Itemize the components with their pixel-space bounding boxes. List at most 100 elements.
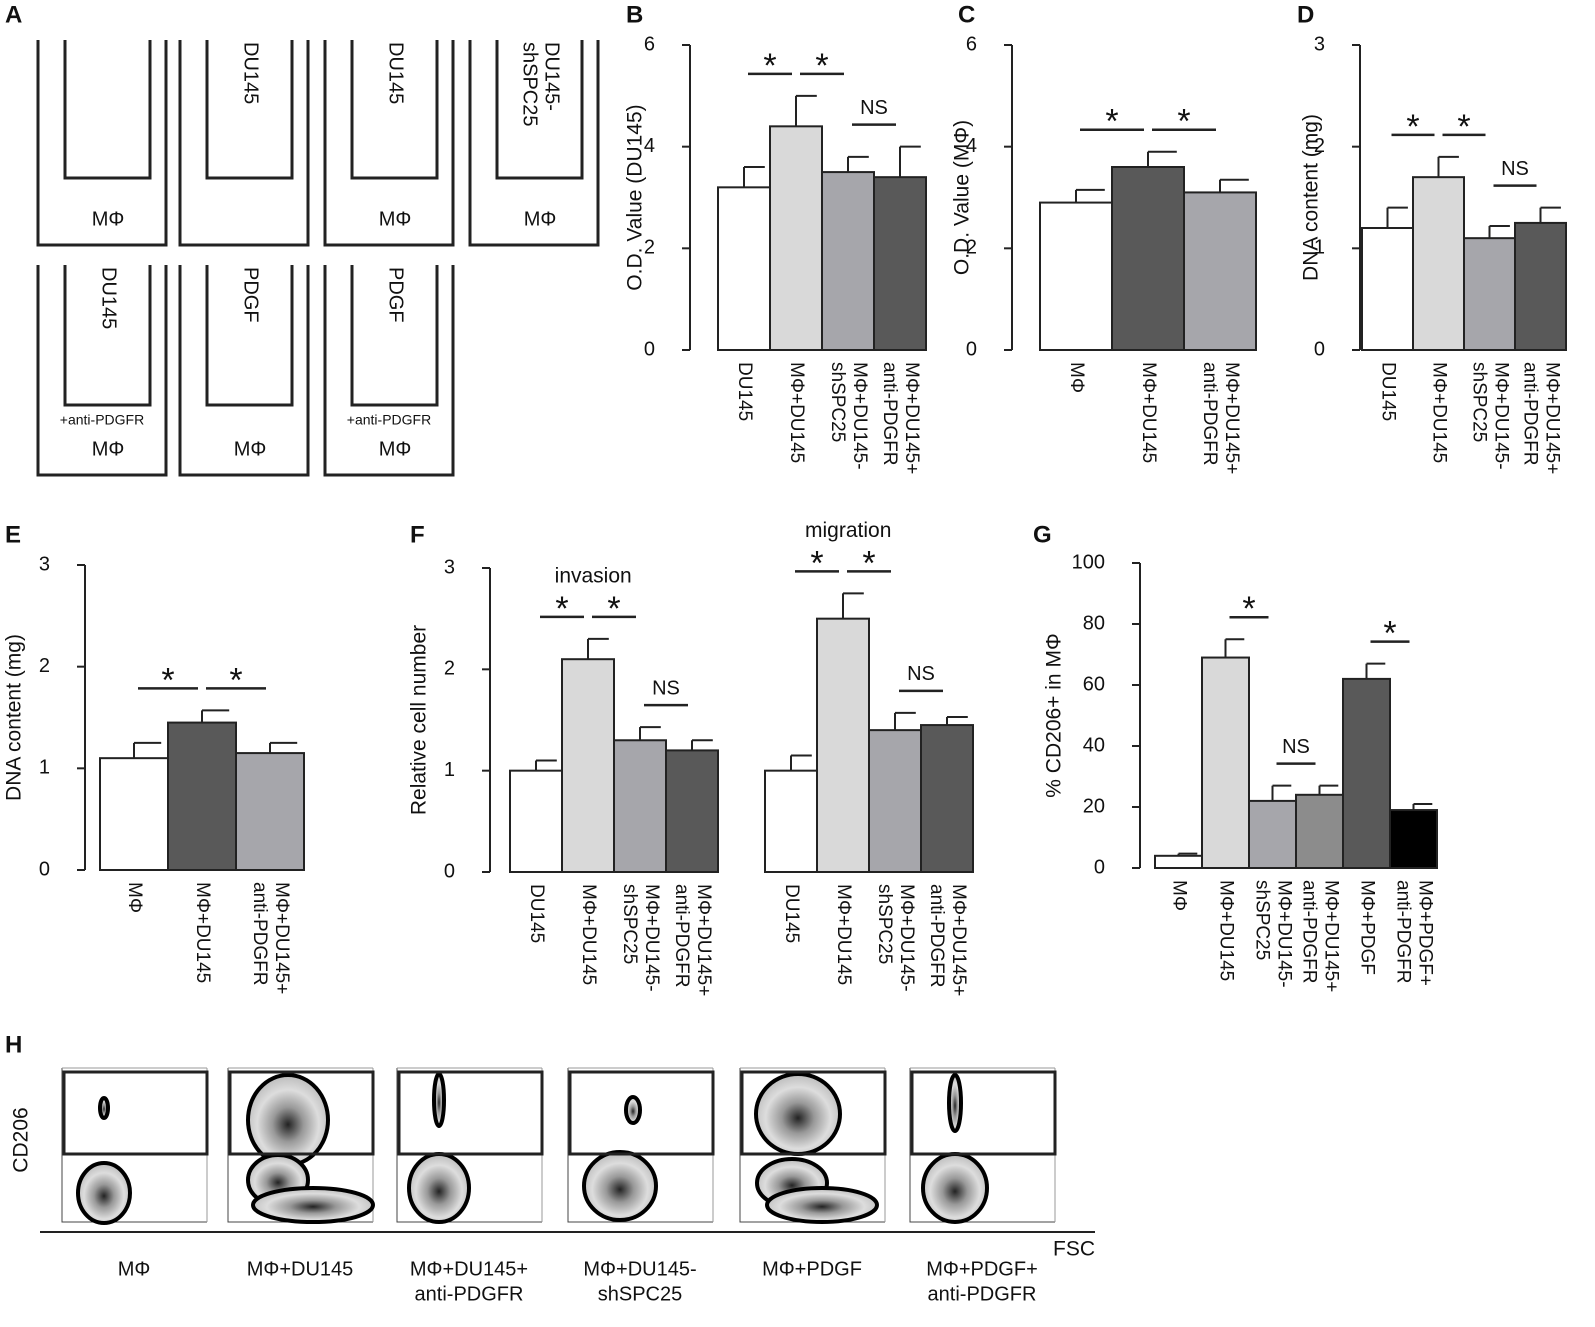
bar [235,752,305,871]
well-insert [63,265,152,407]
y-tick-label: 60 [1083,673,1105,695]
x-tick-label: anti-PDGFR [1392,880,1413,983]
y-axis-label: DNA content (mg) [3,634,26,801]
y-tick-label: 0 [444,860,455,882]
x-tick-label: MΦ+DU145- [1490,362,1511,470]
significance-label: * [229,661,242,699]
x-tick-label: anti-PDGFR [1298,880,1319,983]
flow-population [582,1150,658,1222]
x-tick-label: MΦ+DU145 [1215,880,1236,981]
significance-label: * [862,544,875,582]
flow-population [624,1095,642,1125]
significance-label: * [763,47,776,85]
well-bottom-label: MΦ [92,438,125,460]
significance-label: * [161,661,174,699]
bar [167,721,237,871]
plot-label: MΦ [118,1258,151,1280]
well-outer [468,40,600,247]
bar [873,176,927,351]
x-tick-label: MΦ+DU145+ [1320,880,1341,992]
gate [568,1070,715,1156]
well-insert [495,40,584,180]
gate [397,1070,544,1156]
well-top-label: shSPC25 [519,42,541,127]
y-axis-label: O.D. Value (DU145) [624,104,647,290]
x-tick-label: MΦ [1066,362,1087,393]
y-tick-label: 1 [39,757,50,779]
y-tick-label: 2 [966,237,977,259]
panel-letter: G [1033,521,1052,548]
bar [99,757,169,872]
y-tick-label: 0 [1094,856,1105,878]
x-tick-label: MΦ+DU145+ [1541,362,1562,474]
bar [1111,166,1185,351]
significance-label: NS [1282,736,1310,758]
plot-label: MΦ+PDGF+ [926,1258,1038,1280]
flow-population [246,1073,330,1167]
y-tick-label: 6 [644,33,655,55]
x-tick-label: MΦ+DU145 [833,884,854,985]
flow-axes [396,1068,542,1223]
x-tick-label: MΦ+DU145+ [948,884,969,996]
significance-label: * [1242,590,1255,628]
y-tick-label: 80 [1083,612,1105,634]
flow-population [432,1072,446,1128]
x-tick-label: DU145 [526,884,547,943]
bar [1361,227,1414,351]
x-tick-label: anti-PDGFR [1199,362,1220,465]
group-label: migration [805,519,891,542]
gate [62,1070,209,1156]
well-insert [350,40,439,180]
flow-population [251,1186,375,1224]
well-bottom-label: MΦ [379,208,412,230]
x-tick-label: DU145 [1377,362,1398,421]
bar [1039,201,1113,351]
y-axis-label: DNA content (mg) [1300,114,1323,281]
flow-population [921,1152,989,1224]
bar [613,739,667,873]
bar [1463,237,1516,352]
significance-label: * [1105,103,1118,141]
x-tick-label: DU145 [734,362,755,421]
gate [740,1070,887,1156]
y-tick-label: 100 [1072,551,1105,573]
well-outer [323,265,455,477]
well-outer [36,40,168,247]
x-tick-label: shSPC25 [874,884,895,964]
x-tick-label: MΦ+PDGF+ [1414,880,1435,986]
plot-label: MΦ+PDGF [762,1258,862,1280]
bar [769,125,823,352]
x-tick-label: anti-PDGFR [926,884,947,987]
x-tick-label: MΦ+PDGF [1356,880,1377,975]
significance-label: * [1383,615,1396,653]
bar [764,769,818,874]
well-outer [178,265,310,477]
significance-label: * [815,47,828,85]
x-tick-label: shSPC25 [1468,362,1489,442]
bar [1183,191,1257,351]
bar [1154,854,1203,869]
panel-letter: A [5,1,22,28]
flow-population [947,1073,963,1133]
y-tick-label: 0 [1314,338,1325,360]
plot-label: MΦ+DU145- [583,1258,696,1280]
y-tick-label: 0 [39,858,50,880]
y-tick-label: 20 [1083,795,1105,817]
flow-population [76,1161,132,1225]
y-tick-label: 40 [1083,734,1105,756]
well-top-label: PDGF [240,267,262,323]
well-insert [63,40,152,180]
significance-label: * [1177,103,1190,141]
flow-axes [61,1068,207,1223]
x-tick-label: shSPC25 [827,362,848,442]
gate [228,1070,375,1156]
y-tick-label: 6 [966,33,977,55]
well-note: +anti-PDGFR [60,412,144,428]
well-bottom-label: MΦ [92,208,125,230]
bar [1412,176,1465,351]
panel-letter: E [5,521,21,548]
well-outer [323,40,455,247]
flow-population [407,1152,471,1224]
x-tick-label: shSPC25 [1251,880,1272,960]
